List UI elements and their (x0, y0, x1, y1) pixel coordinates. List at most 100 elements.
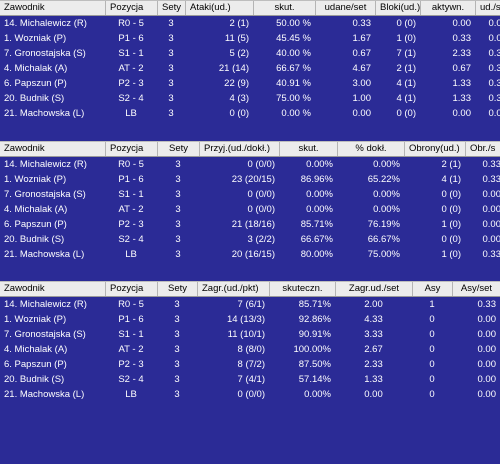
table-row[interactable]: 7. Gronostajska (S) S1 - 1 3 11 (10/1) 90.91… (0, 327, 500, 342)
table-header[interactable]: Zawodnik Pozycja Sety Przyj.(ud./dokł.) skut… (0, 141, 500, 157)
stat-cell: 86.96% (300, 174, 333, 185)
stat-cell: 3 (174, 314, 180, 325)
stat-cell: 45.45 % (276, 33, 311, 44)
table-row[interactable]: 4. Michalak (A) AT - 2 3 21 (14) 66.67 % 4.67… (0, 61, 500, 76)
stat-cell: S1 - 1 (118, 48, 144, 59)
stat-cell: 1 (0) (441, 249, 461, 260)
table-row[interactable]: 6. Papszun (P) P2 - 3 3 8 (7/2) 87.50% 2.33 0 0… (0, 357, 500, 372)
stat-cell: 0.00% (306, 204, 333, 215)
stat-cell: 5 (2) (229, 48, 249, 59)
stat-cell: LB (125, 108, 137, 119)
column-header[interactable]: Przyj.(ud./dokł.) (199, 142, 279, 156)
player-name-cell: 6. Papszun (P) (4, 78, 67, 89)
column-header[interactable]: Obrony(ud.) (404, 142, 465, 156)
stat-cell: 92.86% (298, 314, 331, 325)
column-header[interactable]: Zagr.ud./set (335, 282, 412, 296)
table-row[interactable]: 6. Papszun (P) P2 - 3 3 21 (18/16) 85.71% 76.… (0, 217, 500, 232)
table-row[interactable]: 14. Michalewicz (R) R0 - 5 3 2 (1) 50.00 % 0.… (0, 16, 500, 31)
stat-cell: 7 (4/1) (237, 374, 265, 385)
stat-cell: 11 (10/1) (227, 329, 265, 340)
column-header[interactable]: Asy/set (452, 282, 500, 296)
stat-cell: 2 (1) (229, 18, 249, 29)
table-row[interactable]: 14. Michalewicz (R) R0 - 5 3 0 (0/0) 0.00% 0.… (0, 157, 500, 172)
stat-cell: 3 (175, 234, 181, 245)
table-body: 14. Michalewicz (R) R0 - 5 3 0 (0/0) 0.00% 0.… (0, 157, 500, 262)
stat-cell: 23 (20/15) (231, 174, 275, 185)
stat-cell: 2.67 (364, 344, 383, 355)
column-header[interactable]: Pozycja (105, 1, 157, 15)
table-row[interactable]: 1. Wozniak (P) P1 - 6 3 14 (13/3) 92.86% 4.33… (0, 312, 500, 327)
stat-cell: 1 (0) (441, 219, 461, 230)
column-header[interactable]: Zawodnik (4, 143, 45, 154)
stat-cell: 76.19% (367, 219, 400, 230)
column-header[interactable]: Asy (412, 282, 452, 296)
table-row[interactable]: 4. Michalak (A) AT - 2 3 8 (8/0) 100.00% 2.67… (0, 342, 500, 357)
column-header[interactable]: skut. (279, 142, 337, 156)
player-name-cell: 6. Papszun (P) (4, 219, 67, 230)
table-row[interactable]: 1. Wozniak (P) P1 - 6 3 11 (5) 45.45 % 1.67 1 … (0, 31, 500, 46)
column-header[interactable]: skut. (253, 1, 315, 15)
column-header[interactable]: ud./s (475, 1, 500, 15)
stat-cell: 66.67% (367, 234, 400, 245)
stat-cell: 4.67 (352, 63, 372, 74)
stat-cell: 66.67 % (276, 63, 311, 74)
table-row[interactable]: 7. Gronostajska (S) S1 - 1 3 5 (2) 40.00 % 0.… (0, 46, 500, 61)
column-header[interactable]: Sety (157, 142, 199, 156)
stat-cell: 3 (174, 374, 180, 385)
player-name-cell: 4. Michalak (A) (4, 344, 68, 355)
stat-cell: 1 (0) (396, 33, 416, 44)
column-header[interactable]: Obr./s (465, 142, 500, 156)
table-row[interactable]: 4. Michalak (A) AT - 2 3 0 (0/0) 0.00% 0.00% 0… (0, 202, 500, 217)
stat-cell: 3 (175, 204, 181, 215)
table-row[interactable]: 20. Budnik (S) S2 - 4 3 3 (2/2) 66.67% 66.67%… (0, 232, 500, 247)
stat-cell: AT - 2 (118, 204, 144, 215)
table-row[interactable]: 21. Machowska (L) LB 3 0 (0) 0.00 % 0.00 0 (0)… (0, 106, 500, 121)
column-header[interactable]: Zawodnik (4, 2, 45, 13)
stat-cell: 0 (429, 389, 435, 400)
player-name-cell: 14. Michalewicz (R) (4, 159, 87, 170)
player-name-cell: 4. Michalak (A) (4, 63, 68, 74)
table-header[interactable]: Zawodnik Pozycja Sety Ataki(ud.) skut. udane/… (0, 0, 500, 16)
stat-cell: 0.67 (452, 63, 472, 74)
player-name-cell: 1. Wozniak (P) (4, 33, 67, 44)
stat-cell: 75.00 % (276, 93, 311, 104)
stat-cell: 2 (1) (441, 159, 461, 170)
stat-cell: 0.00 (477, 359, 497, 370)
stat-cell: S1 - 1 (118, 329, 144, 340)
column-header[interactable]: aktywn. (420, 1, 475, 15)
table-row[interactable]: 1. Wozniak (P) P1 - 6 3 23 (20/15) 86.96% 65.… (0, 172, 500, 187)
stat-cell: 3 (175, 159, 181, 170)
table-row[interactable]: 21. Machowska (L) LB 3 20 (16/15) 80.00% 75.0… (0, 247, 500, 262)
stat-cell: 8 (8/0) (237, 344, 265, 355)
table-row[interactable]: 6. Papszun (P) P2 - 3 3 22 (9) 40.91 % 3.00 4 … (0, 76, 500, 91)
column-header[interactable]: udane/set (315, 1, 375, 15)
stat-cell: 0.00 (488, 18, 500, 29)
column-header[interactable]: Ataki(ud.) (185, 1, 253, 15)
column-header[interactable]: % dokł. (337, 142, 404, 156)
column-header[interactable]: Sety (157, 282, 197, 296)
column-header[interactable]: Zawodnik (4, 283, 45, 294)
stat-cell: 8 (7/2) (237, 359, 265, 370)
column-header[interactable]: Bloki(ud.) (375, 1, 420, 15)
stat-cell: P1 - 6 (118, 33, 144, 44)
stat-cell: 3 (175, 249, 181, 260)
stat-cell: 0.00 (452, 18, 472, 29)
stat-cell: 0 (429, 344, 435, 355)
stat-cell: R0 - 5 (118, 299, 144, 310)
stat-cell: 4 (1) (396, 93, 416, 104)
stat-cell: S2 - 4 (118, 374, 144, 385)
table-row[interactable]: 20. Budnik (S) S2 - 4 3 4 (3) 75.00 % 1.00 4 (… (0, 91, 500, 106)
table-row[interactable]: 21. Machowska (L) LB 3 0 (0/0) 0.00% 0.00 0 0.0… (0, 387, 500, 402)
table-row[interactable]: 14. Michalewicz (R) R0 - 5 3 7 (6/1) 85.71% 2… (0, 297, 500, 312)
table-header[interactable]: Zawodnik Pozycja Sety Zagr.(ud./pkt) skutecz… (0, 281, 500, 297)
table-row[interactable]: 20. Budnik (S) S2 - 4 3 7 (4/1) 57.14% 1.33 0 0… (0, 372, 500, 387)
stat-cell: 1.67 (352, 33, 372, 44)
column-header[interactable]: Pozycja (105, 282, 157, 296)
column-header[interactable]: skuteczn. (269, 282, 335, 296)
column-header[interactable]: Pozycja (105, 142, 157, 156)
stat-cell: 0 (429, 359, 435, 370)
table-row[interactable]: 7. Gronostajska (S) S1 - 1 3 0 (0/0) 0.00% 0.… (0, 187, 500, 202)
column-header[interactable]: Sety (157, 1, 185, 15)
stat-cell: 0 (429, 374, 435, 385)
column-header[interactable]: Zagr.(ud./pkt) (197, 282, 269, 296)
